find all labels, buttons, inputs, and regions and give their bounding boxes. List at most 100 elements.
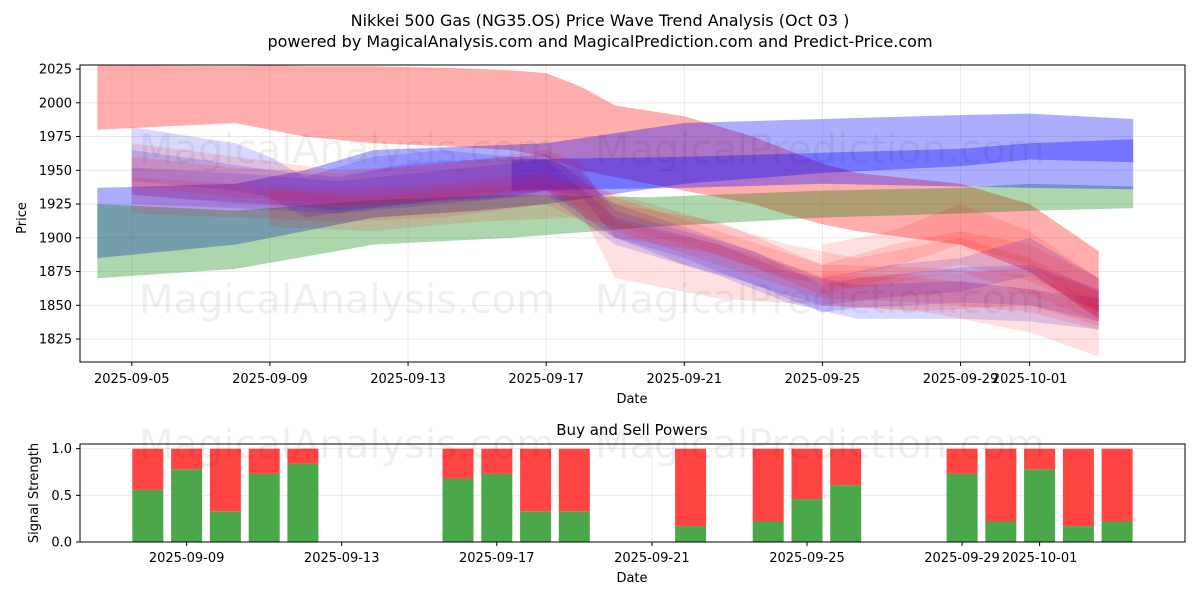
buy-power-bar	[830, 485, 862, 542]
power-bars	[132, 448, 1133, 542]
buy-power-bar	[946, 473, 978, 542]
buy-power-bar	[791, 499, 823, 542]
power-y-ticks: 0.0 0.5 1.0	[51, 442, 80, 551]
buy-power-bar	[675, 526, 707, 542]
price-y-ticks: 1825 1850 1875 1900 1925 1950 1975 2000 2025	[39, 63, 80, 348]
watermark-prediction-mid: MagicalPrediction.com	[595, 277, 1045, 323]
buy-power-bar	[481, 473, 513, 542]
price-y-tick-label: 1975	[39, 130, 72, 145]
power-x-tick-label: 2025-09-13	[304, 551, 380, 566]
price-x-tick-label: 2025-09-09	[232, 372, 308, 387]
power-x-ticks: 2025-09-09 2025-09-13 2025-09-17 2025-09-21…	[149, 542, 1078, 566]
price-band-blue	[511, 139, 1134, 191]
price-band-red	[131, 143, 1099, 357]
price-band-red	[822, 267, 1099, 326]
power-x-tick-label: 2025-09-21	[614, 551, 690, 566]
price-x-tick-label: 2025-09-25	[785, 372, 861, 387]
power-x-tick-label: 2025-09-29	[924, 551, 1000, 566]
buy-power-bar	[209, 511, 241, 542]
watermark-analysis-top: MagicalAnalysis.com	[139, 127, 555, 173]
watermark-analysis-mid: MagicalAnalysis.com	[139, 277, 555, 323]
buy-power-bar	[442, 478, 474, 542]
price-panel: MagicalAnalysis.com MagicalPrediction.co…	[15, 63, 1186, 407]
price-x-ticks: 2025-09-05 2025-09-09 2025-09-13 2025-09-17…	[94, 362, 1067, 387]
price-x-tick-label: 2025-09-29	[923, 372, 999, 387]
price-band-blue	[131, 159, 1099, 330]
sell-power-bar	[946, 448, 978, 474]
price-y-tick-label: 1825	[39, 333, 72, 348]
sell-power-bar	[1062, 448, 1094, 527]
sell-power-bar	[248, 448, 280, 474]
price-plot-frame	[79, 64, 1186, 363]
buy-power-bar	[132, 489, 164, 542]
sell-power-bar	[287, 448, 319, 464]
sell-power-bar	[985, 448, 1017, 522]
buy-power-bar	[520, 511, 552, 542]
sell-power-bar	[481, 448, 513, 474]
watermark-prediction-bottom: MagicalPrediction.com	[595, 422, 1045, 468]
buy-power-bar	[985, 521, 1017, 542]
price-band-green	[97, 183, 1134, 279]
power-plot-frame	[79, 443, 1186, 543]
price-y-tick-label: 2025	[39, 63, 72, 78]
price-band-red	[131, 173, 1099, 313]
power-y-tick-label: 0.0	[51, 536, 72, 551]
buy-power-bar	[287, 463, 319, 542]
chart-subtitle: powered by MagicalAnalysis.com and Magic…	[267, 32, 932, 51]
chart-title: Nikkei 500 Gas (NG35.OS) Price Wave Tren…	[351, 11, 850, 30]
sell-power-bar	[132, 448, 164, 490]
price-y-tick-label: 1950	[39, 164, 72, 179]
price-x-tick-label: 2025-10-01	[992, 372, 1068, 387]
price-bands	[97, 65, 1134, 357]
buy-power-bar	[752, 521, 784, 542]
price-grid	[80, 65, 1185, 362]
power-panel: Buy and Sell Powers MagicalAnalysis.com …	[27, 421, 1186, 586]
power-x-tick-label: 2025-09-25	[769, 551, 845, 566]
sell-power-bar	[520, 448, 552, 512]
price-band-red	[269, 183, 1099, 322]
price-band-red	[822, 204, 1099, 313]
sell-power-bar	[1024, 448, 1056, 470]
sell-power-bar	[209, 448, 241, 512]
power-y-tick-label: 0.5	[51, 489, 72, 504]
price-y-tick-label: 2000	[39, 96, 72, 111]
sell-power-bar	[171, 448, 203, 470]
price-x-tick-label: 2025-09-05	[94, 372, 170, 387]
price-x-tick-label: 2025-09-17	[508, 372, 584, 387]
price-y-tick-label: 1875	[39, 265, 72, 280]
power-x-tick-label: 2025-09-09	[149, 551, 225, 566]
power-x-axis-label: Date	[616, 571, 647, 586]
price-x-tick-label: 2025-09-13	[370, 372, 446, 387]
buy-power-bar	[171, 469, 203, 542]
sell-power-bar	[675, 448, 707, 527]
price-y-tick-label: 1925	[39, 198, 72, 213]
sell-power-bar	[442, 448, 474, 479]
power-title: Buy and Sell Powers	[556, 421, 708, 439]
power-y-tick-label: 1.0	[51, 442, 72, 457]
power-y-axis-label: Signal Strength	[27, 443, 42, 543]
price-band-red	[97, 65, 1099, 319]
sell-power-bar	[558, 448, 590, 512]
buy-power-bar	[1062, 526, 1094, 542]
power-x-tick-label: 2025-10-01	[1002, 551, 1078, 566]
price-x-tick-label: 2025-09-21	[647, 372, 723, 387]
sell-power-bar	[752, 448, 784, 522]
buy-power-bar	[558, 511, 590, 542]
price-band-blue	[131, 150, 1099, 313]
buy-power-bar	[1024, 469, 1056, 542]
price-y-axis-label: Price	[15, 202, 30, 234]
sell-power-bar	[830, 448, 862, 486]
price-y-tick-label: 1900	[39, 231, 72, 246]
watermark-prediction-top: MagicalPrediction.com	[595, 127, 1045, 173]
price-y-tick-label: 1850	[39, 299, 72, 314]
watermark-analysis-bottom: MagicalAnalysis.com	[139, 422, 555, 468]
sell-power-bar	[1101, 448, 1133, 522]
price-x-axis-label: Date	[616, 392, 647, 407]
price-band-red	[131, 154, 1099, 330]
buy-power-bar	[248, 473, 280, 542]
buy-power-bar	[1101, 521, 1133, 542]
sell-power-bar	[791, 448, 823, 500]
power-x-tick-label: 2025-09-17	[459, 551, 535, 566]
price-band-blue	[131, 127, 1099, 322]
